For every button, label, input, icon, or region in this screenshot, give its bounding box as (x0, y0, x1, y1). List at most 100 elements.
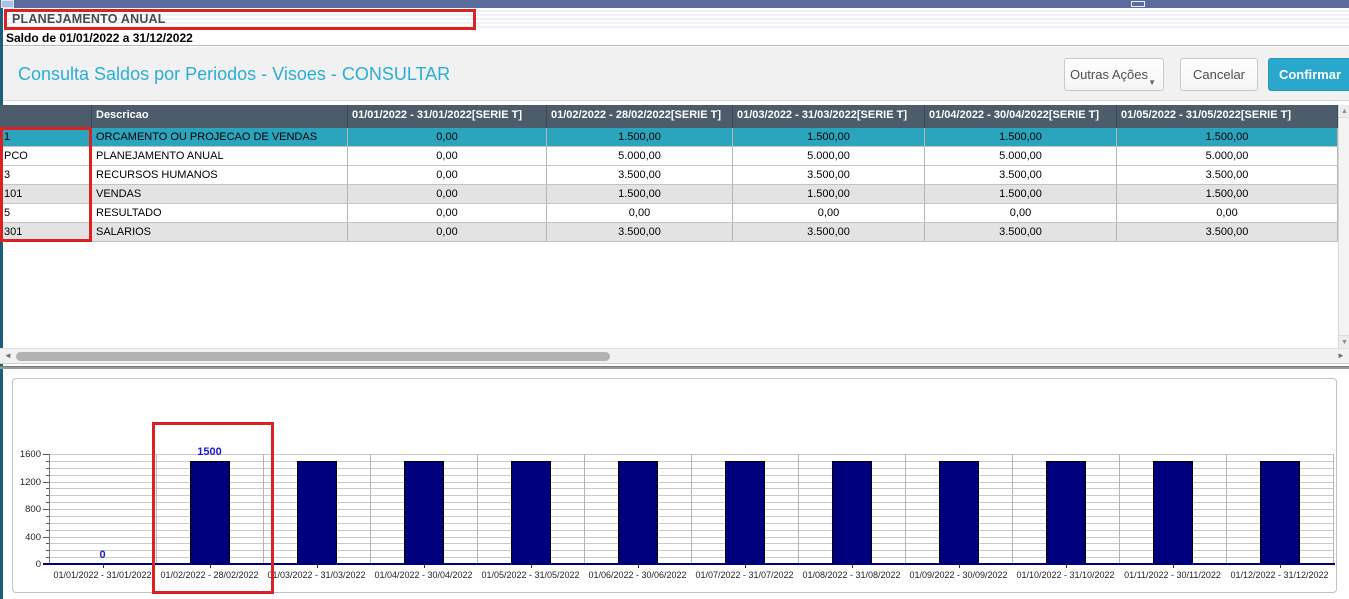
row-value-cell: 1.500,00 (733, 185, 925, 203)
table-horizontal-scrollbar[interactable]: ◄ ► (0, 348, 1349, 364)
window-app-icon (1, 0, 14, 8)
x-axis-tick-label: 01/09/2022 - 30/09/2022 (909, 570, 1008, 580)
column-header[interactable]: 01/05/2022 - 31/05/2022[SERIE T] (1117, 105, 1338, 128)
column-header[interactable]: Descricao (92, 105, 348, 128)
row-value-cell: 0,00 (348, 166, 547, 184)
x-axis-tick (958, 564, 960, 568)
column-header[interactable]: 01/01/2022 - 31/01/2022[SERIE T] (348, 105, 547, 128)
chart-vertical-gridline (1119, 454, 1120, 564)
confirmar-label: Confirmar (1278, 67, 1342, 82)
chart-bar (403, 460, 444, 564)
balance-bar-chart: 0 400 800 1200 1600 01/01/2022 - 31/01/2022 0 0… (12, 378, 1337, 593)
row-value-cell: 0,00 (348, 147, 547, 165)
table-header-row: Descricao 01/01/2022 - 31/01/2022[SERIE T… (0, 105, 1338, 128)
table-row[interactable]: 5 RESULTADO 0,00 0,00 0,00 0,00 0,00 (0, 204, 1338, 223)
x-axis-tick-label: 01/08/2022 - 31/08/2022 (802, 570, 901, 580)
y-axis-tick (46, 502, 49, 504)
x-axis-tick-label: 01/10/2022 - 31/10/2022 (1016, 570, 1115, 580)
cancelar-label: Cancelar (1192, 67, 1246, 82)
chart-vertical-gridline (905, 454, 906, 564)
table-row[interactable]: 101 VENDAS 0,00 1.500,00 1.500,00 1.500,00 1.5… (0, 185, 1338, 204)
row-value-cell: 1.500,00 (547, 128, 733, 146)
chart-bar (617, 460, 658, 564)
row-value-cell: 3.500,00 (1117, 223, 1338, 241)
confirmar-button[interactable]: Confirmar (1268, 58, 1349, 91)
row-code-cell: PCO (0, 147, 92, 165)
column-header[interactable]: 01/03/2022 - 31/03/2022[SERIE T] (733, 105, 925, 128)
table-row[interactable]: 3 RECURSOS HUMANOS 0,00 3.500,00 3.500,00 3.5… (0, 166, 1338, 185)
scroll-down-icon[interactable]: ▼ (1339, 335, 1349, 348)
row-descricao-cell: RECURSOS HUMANOS (92, 166, 348, 184)
row-code-cell: 1 (0, 128, 92, 146)
chart-vertical-gridline (798, 454, 799, 564)
y-axis-tick (46, 550, 49, 552)
row-value-cell: 1.500,00 (547, 185, 733, 203)
chart-vertical-gridline (477, 454, 478, 564)
row-code-cell: 5 (0, 204, 92, 222)
table-row[interactable]: 301 SALARIOS 0,00 3.500,00 3.500,00 3.500,00 3… (0, 223, 1338, 242)
y-axis-tick (46, 467, 49, 469)
row-value-cell: 3.500,00 (925, 223, 1117, 241)
chevron-down-icon: ▼ (1148, 78, 1156, 87)
cancelar-button[interactable]: Cancelar (1180, 58, 1258, 91)
window-restore-icon[interactable] (1131, 1, 1145, 7)
y-axis-tick-label: 400 (25, 531, 41, 543)
row-descricao-cell: SALARIOS (92, 223, 348, 241)
scroll-right-icon[interactable]: ► (1337, 351, 1345, 360)
x-axis-tick-label: 01/01/2022 - 31/01/2022 (53, 570, 152, 580)
table-row[interactable]: 1 ORCAMENTO OU PROJECAO DE VENDAS 0,00 1.50… (0, 128, 1338, 147)
y-axis-tick (46, 488, 49, 490)
x-axis-tick (530, 564, 532, 568)
row-value-cell: 1.500,00 (1117, 128, 1338, 146)
horizontal-scrollbar-thumb[interactable] (16, 352, 610, 361)
y-axis-tick-label: 1200 (19, 476, 41, 488)
window-title-bar (0, 0, 1349, 8)
chart-vertical-gridline (370, 454, 371, 564)
scroll-up-icon[interactable]: ▲ (1339, 105, 1349, 118)
row-value-cell: 5.000,00 (925, 147, 1117, 165)
row-value-cell: 1.500,00 (925, 185, 1117, 203)
y-axis-tick (43, 481, 49, 483)
row-code-cell: 301 (0, 223, 92, 241)
table-body: 1 ORCAMENTO OU PROJECAO DE VENDAS 0,00 1.50… (0, 128, 1338, 242)
row-descricao-cell: VENDAS (92, 185, 348, 203)
chart-vertical-gridline (1012, 454, 1013, 564)
context-title: PLANEJAMENTO ANUAL (12, 12, 166, 26)
scroll-left-icon[interactable]: ◄ (4, 351, 12, 360)
table-row[interactable]: PCO PLANEJAMENTO ANUAL 0,00 5.000,00 5.000,0… (0, 147, 1338, 166)
saldo-row: Saldo de 01/01/2022 a 31/12/2022 (3, 30, 1349, 46)
y-axis-tick (46, 543, 49, 545)
x-axis-tick (637, 564, 639, 568)
column-header[interactable]: 01/02/2022 - 28/02/2022[SERIE T] (547, 105, 733, 128)
x-axis-tick (102, 564, 104, 568)
x-axis-tick-label: 01/11/2022 - 30/11/2022 (1124, 570, 1221, 580)
row-value-cell: 0,00 (1117, 204, 1338, 222)
y-axis-tick (43, 536, 49, 538)
y-axis-tick (46, 522, 49, 524)
chart-vertical-gridline (1333, 454, 1334, 564)
x-axis-tick-label: 01/06/2022 - 30/06/2022 (588, 570, 687, 580)
x-axis-line (43, 563, 1335, 565)
row-value-cell: 3.500,00 (547, 223, 733, 241)
y-axis-tick-label: 800 (25, 504, 41, 515)
outras-acoes-button[interactable]: Outras Ações ▼ (1064, 58, 1164, 91)
x-axis-tick (316, 564, 318, 568)
row-value-cell: 0,00 (733, 204, 925, 222)
column-header[interactable]: 01/04/2022 - 30/04/2022[SERIE T] (925, 105, 1117, 128)
x-axis-tick-label: 01/03/2022 - 31/03/2022 (267, 570, 366, 580)
row-value-cell: 1.500,00 (1117, 185, 1338, 203)
chart-bar (1152, 460, 1193, 564)
chart-bar (724, 460, 765, 564)
chart-vertical-gridline (584, 454, 585, 564)
row-descricao-cell: ORCAMENTO OU PROJECAO DE VENDAS (92, 128, 348, 146)
row-value-cell: 3.500,00 (733, 223, 925, 241)
row-descricao-cell: PLANEJAMENTO ANUAL (92, 147, 348, 165)
chart-vertical-gridline (263, 454, 264, 564)
context-row: PLANEJAMENTO ANUAL (3, 8, 1349, 30)
chart-bar (510, 460, 551, 564)
x-axis-tick (851, 564, 853, 568)
column-header-code[interactable] (0, 105, 92, 128)
outras-acoes-label: Outras Ações (1069, 67, 1149, 82)
table-vertical-scrollbar[interactable]: ▲ ▼ (1338, 105, 1349, 348)
